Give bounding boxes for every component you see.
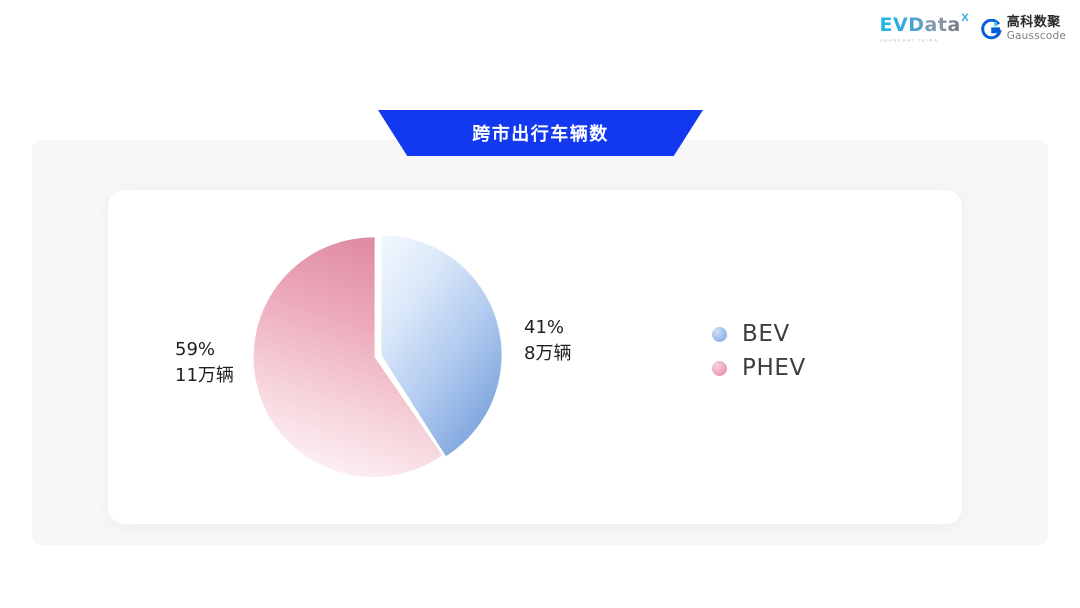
pie-slice-phev: [253, 237, 443, 477]
legend-label-bev: BEV: [742, 321, 790, 347]
gausscode-g-icon: [980, 18, 1002, 40]
pie-slice-bev: [381, 235, 502, 457]
legend-swatch-phev-icon: [712, 360, 727, 376]
legend-swatch-bev-icon: [712, 326, 727, 342]
pie-label-phev: 59% 11万辆: [175, 337, 234, 389]
pie-label-phev-amount: 11万辆: [175, 365, 234, 387]
legend-item-phev[interactable]: PHEV: [712, 355, 806, 381]
brand-header: EVData X SHANGHAI CHINA 高科数聚 Gausscode: [880, 12, 1066, 46]
pie-chart: [252, 229, 504, 481]
section-title-banner: 跨市出行车辆数: [378, 110, 703, 156]
evdata-logo: EVData X SHANGHAI CHINA: [879, 12, 969, 43]
legend-item-bev[interactable]: BEV: [712, 321, 806, 347]
gausscode-logo: 高科数聚 Gausscode: [980, 16, 1066, 42]
legend-label-phev: PHEV: [742, 355, 806, 381]
pie-label-bev: 41% 8万辆: [524, 315, 571, 367]
chart-legend: BEV PHEV: [712, 321, 806, 381]
pie-label-phev-percent: 59%: [175, 339, 216, 360]
evdata-superscript-x: X: [961, 12, 969, 24]
section-title-text: 跨市出行车辆数: [472, 124, 609, 145]
pie-chart-svg: [253, 235, 502, 477]
gausscode-name-cn: 高科数聚: [1006, 15, 1061, 31]
gausscode-name-en: Gausscode: [1006, 30, 1066, 43]
pie-label-bev-percent: 41%: [524, 317, 565, 338]
evdata-wordmark: EVData: [879, 14, 961, 36]
chart-card: [108, 190, 962, 524]
evdata-tagline: SHANGHAI CHINA: [879, 38, 939, 43]
gausscode-text-block: 高科数聚 Gausscode: [1007, 16, 1066, 42]
pie-label-bev-amount: 8万辆: [524, 343, 572, 365]
